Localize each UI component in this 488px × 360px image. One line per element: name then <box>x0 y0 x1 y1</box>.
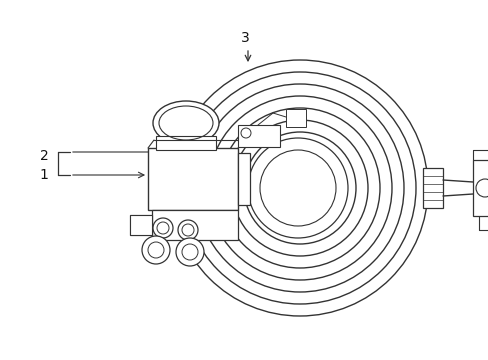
Bar <box>148 148 238 210</box>
Ellipse shape <box>207 96 391 280</box>
Ellipse shape <box>176 238 203 266</box>
Text: 1: 1 <box>40 168 48 182</box>
Ellipse shape <box>142 236 170 264</box>
Ellipse shape <box>231 120 367 256</box>
Bar <box>152 210 238 240</box>
Ellipse shape <box>256 144 343 232</box>
Ellipse shape <box>267 156 331 220</box>
Bar <box>156 136 216 150</box>
Ellipse shape <box>153 218 173 238</box>
Ellipse shape <box>153 101 219 145</box>
Ellipse shape <box>247 138 347 238</box>
Text: 2: 2 <box>40 149 48 163</box>
Ellipse shape <box>241 128 250 138</box>
Ellipse shape <box>196 84 403 292</box>
Bar <box>422 168 442 208</box>
Bar <box>472 160 488 216</box>
Ellipse shape <box>475 179 488 197</box>
Bar <box>285 109 305 127</box>
Ellipse shape <box>183 72 415 304</box>
Bar <box>238 125 280 147</box>
Ellipse shape <box>260 150 335 226</box>
Bar <box>130 215 152 235</box>
Ellipse shape <box>244 132 355 244</box>
Text: 3: 3 <box>240 31 249 45</box>
Bar <box>238 153 249 205</box>
Ellipse shape <box>178 220 198 240</box>
Ellipse shape <box>172 60 427 316</box>
Ellipse shape <box>220 108 379 268</box>
Bar <box>130 215 152 235</box>
